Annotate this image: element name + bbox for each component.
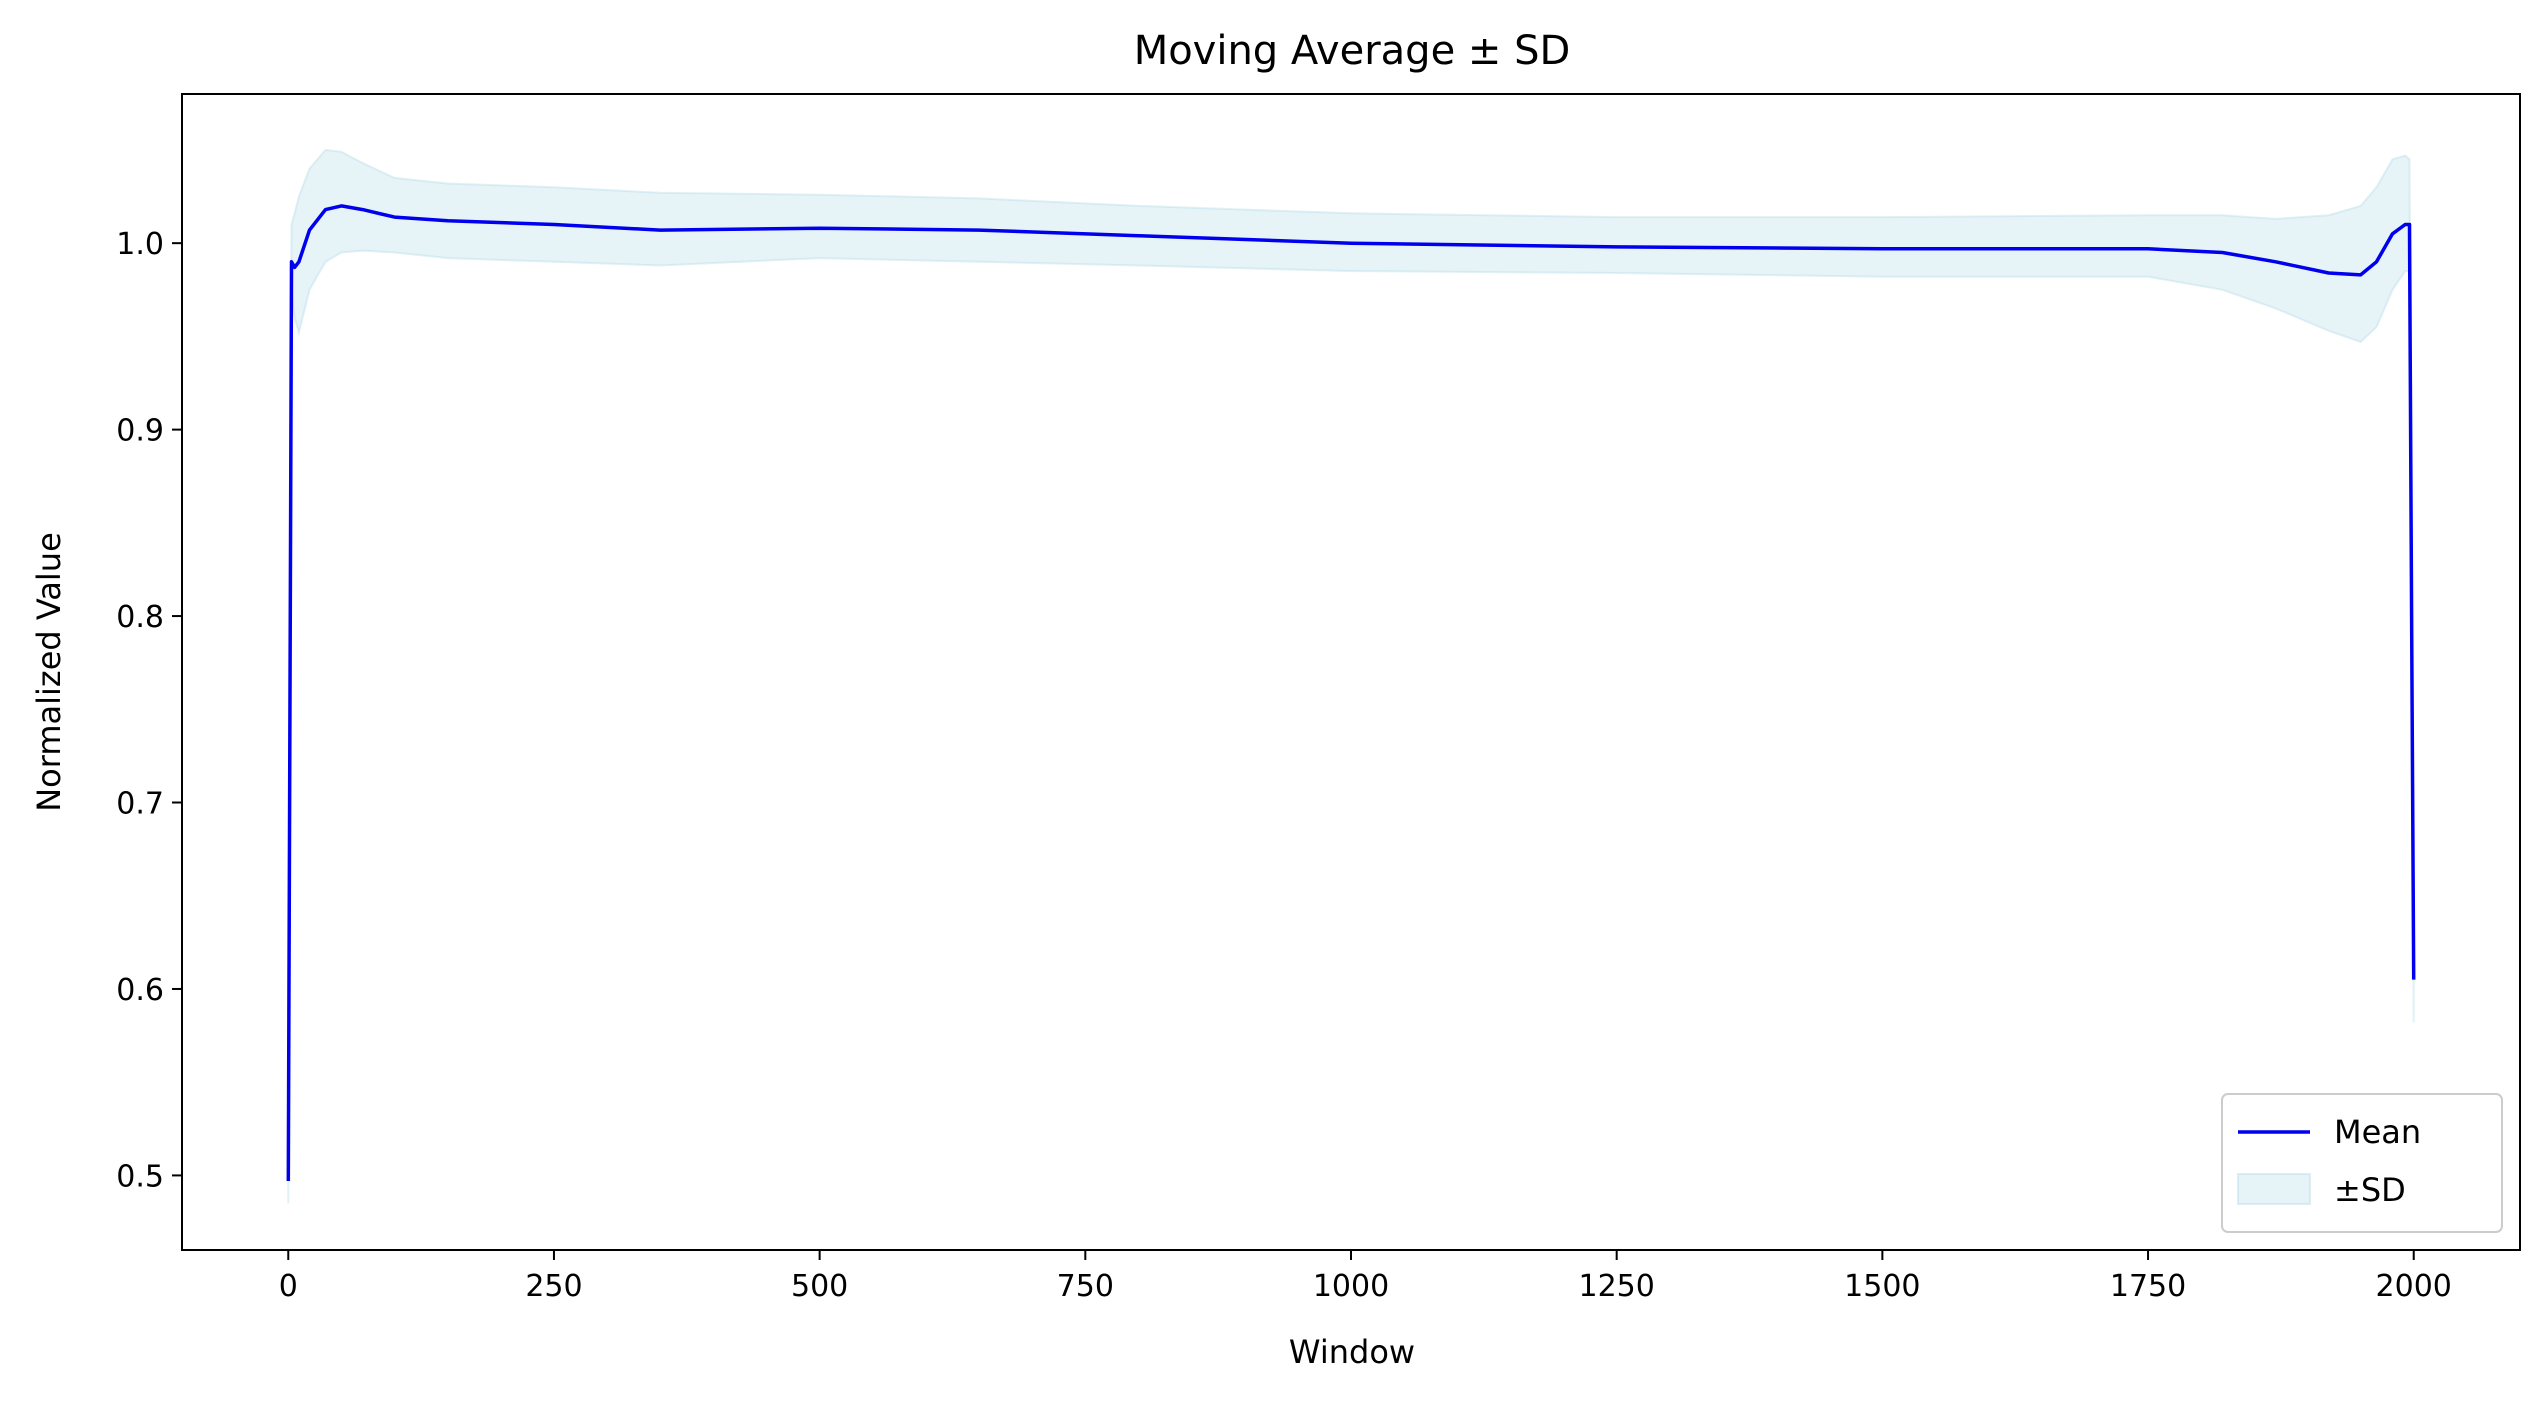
y-tick-label: 0.5 xyxy=(116,1159,164,1194)
legend-swatch-sd xyxy=(2237,1173,2311,1205)
x-tick-label: 750 xyxy=(1057,1269,1114,1304)
legend-label-sd: ±SD xyxy=(2334,1171,2406,1209)
y-tick-label: 0.6 xyxy=(116,973,164,1008)
x-tick-label: 2000 xyxy=(2376,1269,2452,1304)
x-tick-label: 0 xyxy=(279,1269,298,1304)
legend-label-mean: Mean xyxy=(2334,1113,2421,1151)
x-tick-label: 500 xyxy=(791,1269,848,1304)
y-tick-label: 0.7 xyxy=(116,787,164,822)
chart-title: Moving Average ± SD xyxy=(1134,28,1571,74)
x-tick-label: 1750 xyxy=(2110,1269,2186,1304)
x-tick-label: 1000 xyxy=(1313,1269,1389,1304)
series-sd-band xyxy=(287,148,2415,1204)
y-axis-ticks: 0.5 0.6 0.7 0.8 0.9 1.0 xyxy=(116,227,182,1194)
x-axis-ticks: 0 250 500 750 1000 1250 1500 1750 2000 xyxy=(279,1250,2452,1304)
y-axis-label: Normalized Value xyxy=(30,532,68,812)
legend-box xyxy=(2221,1093,2503,1233)
x-tick-label: 1500 xyxy=(1844,1269,1920,1304)
y-tick-label: 0.8 xyxy=(116,600,164,635)
y-tick-label: 1.0 xyxy=(116,227,164,262)
x-tick-label: 1250 xyxy=(1579,1269,1655,1304)
x-axis-label: Window xyxy=(1289,1333,1415,1371)
y-tick-label: 0.9 xyxy=(116,414,164,449)
x-tick-label: 250 xyxy=(525,1269,582,1304)
series-mean-line xyxy=(286,204,2416,1182)
plot-area xyxy=(181,93,2521,1251)
legend: Mean ±SD xyxy=(2221,1093,2503,1233)
